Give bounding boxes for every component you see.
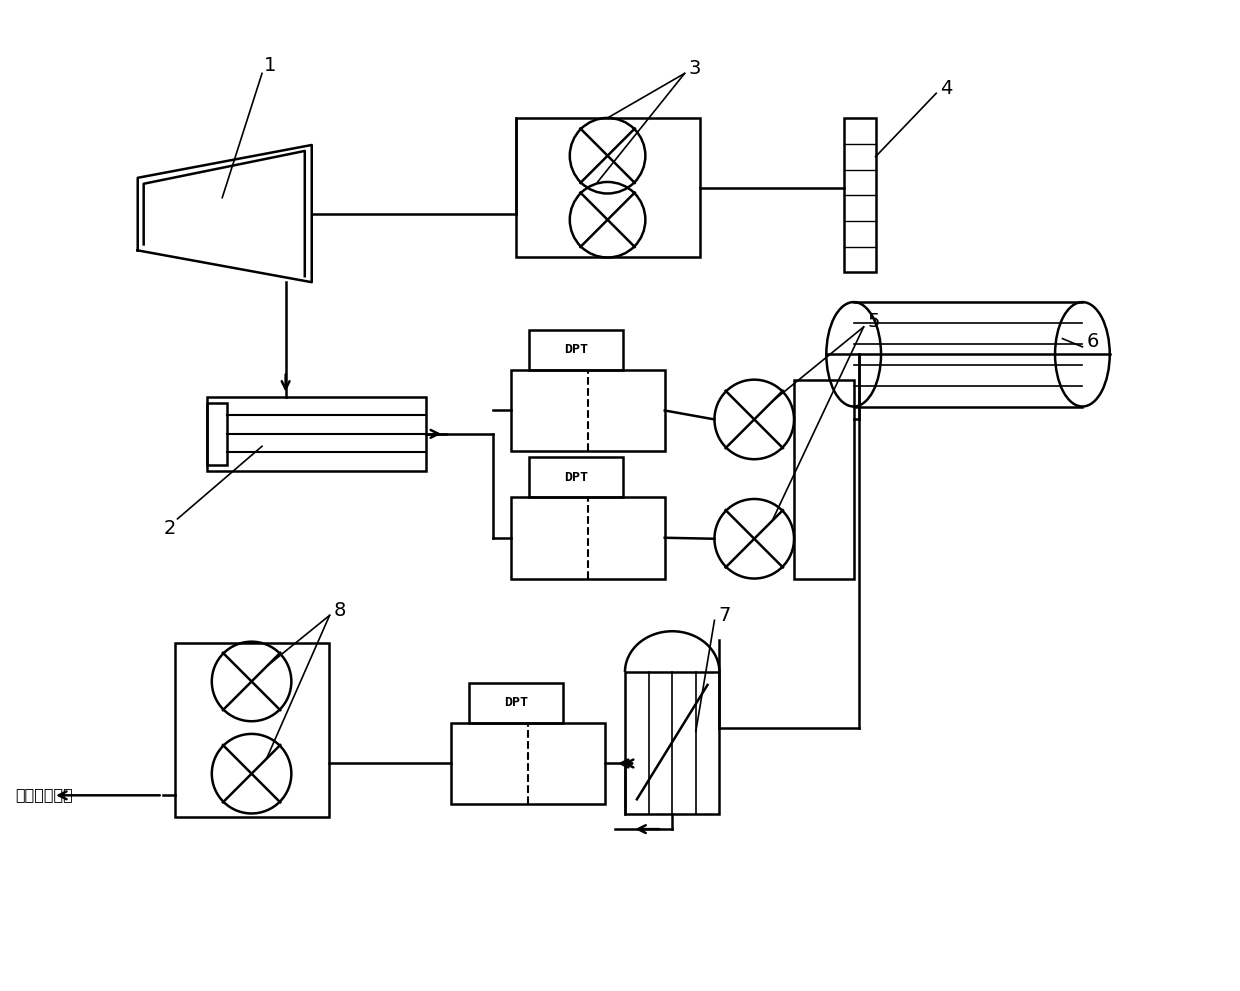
- Bar: [207, 396, 427, 471]
- Bar: [516, 118, 699, 258]
- Bar: [451, 722, 605, 805]
- Text: DPT: DPT: [505, 697, 528, 710]
- Text: 7: 7: [718, 606, 730, 624]
- Text: 去往余热锅炉: 去往余热锅炉: [15, 787, 73, 802]
- Bar: [528, 457, 622, 497]
- Bar: [843, 118, 875, 273]
- Text: 1: 1: [264, 55, 277, 75]
- Text: DPT: DPT: [564, 471, 588, 484]
- Text: DPT: DPT: [564, 343, 588, 357]
- Text: 5: 5: [867, 312, 880, 331]
- Text: 2: 2: [164, 519, 176, 538]
- Bar: [207, 402, 227, 465]
- Text: 8: 8: [334, 601, 346, 619]
- Text: 6: 6: [1086, 332, 1099, 352]
- Text: 3: 3: [688, 58, 701, 78]
- Bar: [511, 497, 665, 579]
- Bar: [794, 380, 853, 579]
- Bar: [625, 672, 719, 815]
- Bar: [175, 643, 329, 818]
- Bar: [528, 330, 622, 370]
- Bar: [469, 683, 563, 722]
- Bar: [511, 370, 665, 451]
- Text: 4: 4: [940, 79, 952, 98]
